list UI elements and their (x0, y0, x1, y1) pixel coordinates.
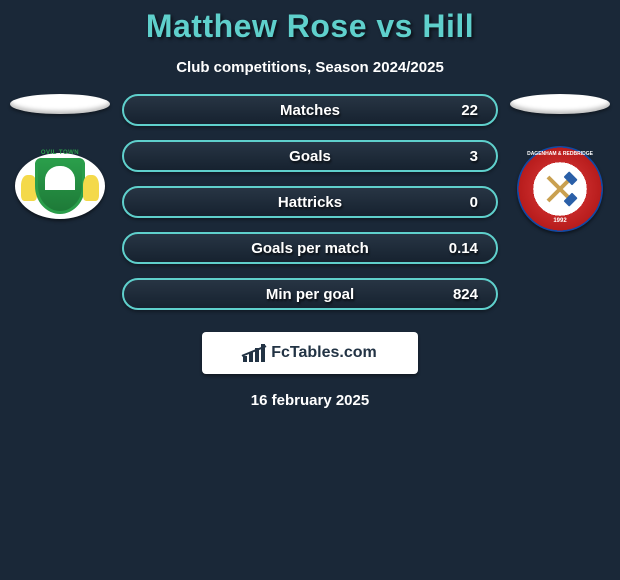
right-club-year: 1992 (553, 218, 566, 224)
stat-row-matches: Matches 22 (122, 94, 498, 126)
right-club-text: DAGENHAM & REDBRIDGE (527, 151, 593, 157)
right-club-badge: DAGENHAM & REDBRIDGE 1992 (517, 146, 603, 232)
stat-label: Hattricks (278, 194, 342, 211)
date-text: 16 february 2025 (0, 392, 620, 409)
page-title: Matthew Rose vs Hill (0, 8, 620, 45)
subtitle: Club competitions, Season 2024/2025 (0, 59, 620, 76)
stat-right-value: 0 (444, 194, 478, 211)
stat-right-value: 824 (444, 286, 478, 303)
shield-icon (35, 158, 85, 214)
stat-label: Goals per match (251, 240, 369, 257)
stat-label: Min per goal (266, 286, 354, 303)
lion-icon (83, 175, 99, 201)
chart-icon (243, 344, 265, 362)
left-club-badge: OVIL TOWN (15, 146, 105, 226)
infographic-root: Matthew Rose vs Hill Club competitions, … (0, 0, 620, 409)
brand-text: FcTables.com (271, 344, 377, 362)
stat-row-hattricks: Hattricks 0 (122, 186, 498, 218)
hammers-icon (540, 169, 580, 209)
stat-label: Goals (289, 148, 331, 165)
stat-row-goals-per-match: Goals per match 0.14 (122, 232, 498, 264)
brand-box: FcTables.com (202, 332, 418, 374)
stat-label: Matches (280, 102, 340, 119)
left-club-text: OVIL TOWN (41, 150, 79, 156)
right-side: DAGENHAM & REDBRIDGE 1992 (506, 94, 614, 232)
right-marker (510, 94, 610, 114)
left-side: OVIL TOWN (6, 94, 114, 226)
stat-right-value: 0.14 (444, 240, 478, 257)
left-marker (10, 94, 110, 114)
main-row: OVIL TOWN Matches 22 (0, 94, 620, 324)
stat-right-value: 3 (444, 148, 478, 165)
stat-row-goals: Goals 3 (122, 140, 498, 172)
stats-column: Matches 22 Goals 3 Hattricks 0 (114, 94, 506, 324)
stat-row-min-per-goal: Min per goal 824 (122, 278, 498, 310)
stat-right-value: 22 (444, 102, 478, 119)
